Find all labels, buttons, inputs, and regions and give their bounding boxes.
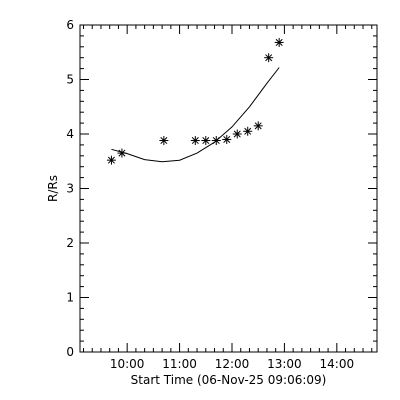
x-tick-label: 10:00	[110, 357, 145, 371]
data-point	[274, 37, 284, 47]
x-tick-label: 11:00	[162, 357, 197, 371]
x-axis-label: Start Time (06-Nov-25 09:06:09)	[131, 373, 327, 387]
x-tick-label: 12:00	[215, 357, 250, 371]
data-point	[232, 129, 242, 139]
data-point	[222, 134, 232, 144]
data-point	[159, 136, 169, 146]
y-axis-label: R/Rs	[46, 175, 60, 202]
y-tick-label: 3	[66, 182, 74, 196]
fit-curve	[111, 67, 280, 163]
y-tick-label: 1	[66, 291, 74, 305]
y-tick-label: 5	[66, 73, 74, 87]
axis-ticks	[80, 24, 377, 353]
data-point	[201, 136, 211, 146]
y-tick-label: 6	[66, 18, 74, 32]
y-tick-label: 2	[66, 236, 74, 250]
data-point	[117, 148, 127, 158]
tick-labels: 10:00 11:00 12:00 13:00 14:00 0 1 2 3 4 5 6	[66, 18, 354, 371]
x-tick-label: 14:00	[320, 357, 355, 371]
data-points	[106, 37, 284, 165]
data-point	[211, 136, 221, 146]
data-point	[106, 155, 116, 165]
y-tick-label: 4	[66, 127, 74, 141]
data-point	[264, 53, 274, 63]
data-point	[243, 126, 253, 136]
x-tick-label: 13:00	[267, 357, 302, 371]
data-point	[190, 136, 200, 146]
y-tick-label: 0	[66, 345, 74, 359]
data-point	[253, 121, 263, 131]
